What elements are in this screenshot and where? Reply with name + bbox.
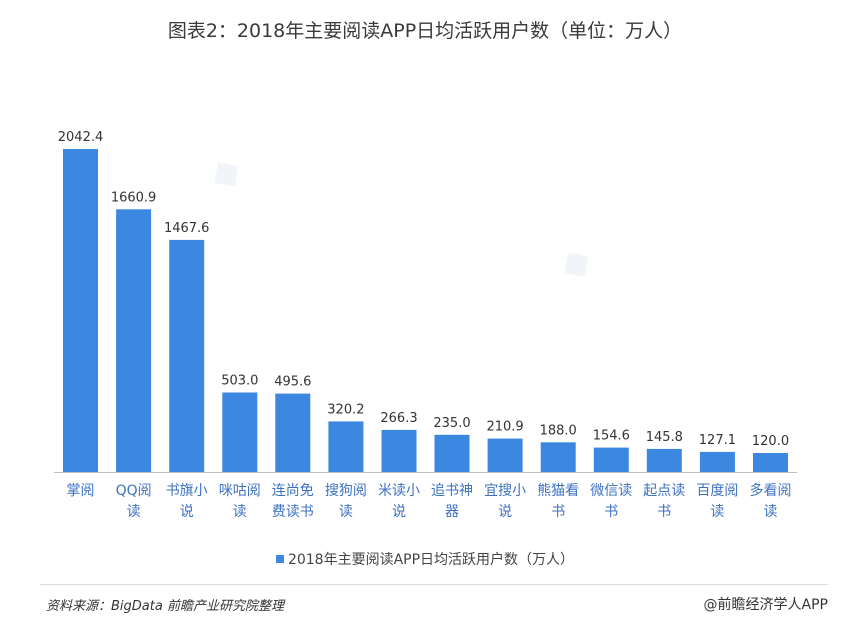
category-label: 连尚免	[272, 483, 314, 499]
category-label: 宜搜小	[484, 483, 526, 499]
category-label: 书	[551, 504, 565, 520]
category-label: 说	[498, 504, 512, 520]
data-label: 495.6	[274, 375, 311, 390]
bar-咪咕阅读	[222, 392, 258, 472]
data-label: 120.0	[752, 434, 789, 449]
footer-divider	[40, 584, 828, 585]
chart-title: 图表2：2018年主要阅读APP日均活跃用户数（单位：万人）	[167, 20, 683, 42]
bar-连尚免费读书	[275, 393, 311, 472]
legend-swatch	[275, 555, 284, 563]
bar-QQ阅读	[116, 209, 152, 473]
data-label: 320.2	[327, 402, 364, 417]
data-label: 503.0	[221, 374, 258, 389]
bar-书旗小说	[169, 239, 205, 472]
category-label: 说	[180, 504, 194, 520]
data-label: 235.0	[433, 416, 470, 431]
category-label: 多看阅	[750, 482, 792, 499]
category-label: 费读书	[272, 503, 314, 520]
category-label: QQ阅	[116, 483, 152, 499]
bar-追书神器	[434, 434, 470, 472]
data-label: 188.0	[540, 423, 577, 438]
legend-label: 2018年主要阅读APP日均活跃用户数（万人）	[287, 552, 575, 568]
category-label: 追书神	[431, 483, 473, 499]
data-label: 266.3	[380, 411, 417, 426]
category-label: 书旗小	[166, 483, 208, 499]
data-label: 145.8	[646, 430, 683, 445]
category-label: 搜狗阅	[325, 483, 367, 499]
bar-百度阅读	[699, 451, 735, 472]
category-label: 说	[392, 504, 406, 520]
bar-起点读书	[646, 448, 682, 472]
bar-米读小说	[381, 429, 417, 472]
category-label: 咪咕阅	[219, 483, 261, 499]
category-label: 读	[127, 503, 141, 520]
bar-宜搜小说	[487, 438, 523, 472]
bar-搜狗阅读	[328, 421, 364, 472]
category-label: 器	[445, 504, 459, 520]
category-label: 读	[339, 503, 353, 520]
brand-label: @前瞻经济学人APP	[703, 597, 828, 613]
data-label: 210.9	[486, 420, 523, 435]
bar-多看阅读	[753, 453, 788, 472]
category-label: 掌阅	[67, 483, 95, 499]
category-label: 熊猫看	[537, 483, 579, 499]
chart-legend: 2018年主要阅读APP日均活跃用户数（万人）	[0, 549, 850, 569]
data-label: 1660.9	[111, 190, 157, 205]
category-label: 书	[604, 504, 618, 520]
category-label: 微信读	[590, 482, 632, 499]
data-label: 154.6	[593, 429, 630, 444]
category-label: 读	[710, 503, 724, 520]
category-label: 书	[657, 504, 671, 520]
data-label: 127.1	[699, 433, 736, 448]
source-note: 资料来源：BigData 前瞻产业研究院整理	[46, 599, 284, 614]
bar-掌阅	[63, 149, 98, 472]
bar-微信读书	[593, 447, 629, 472]
category-label: 读	[233, 503, 247, 520]
data-label: 1467.6	[164, 221, 210, 236]
category-label: 百度阅	[696, 483, 738, 499]
category-label: 读	[764, 503, 778, 520]
category-label: 起点读	[643, 482, 685, 499]
bar-熊猫看书	[540, 442, 576, 472]
data-label: 2042.4	[58, 130, 104, 145]
category-label: 米读小	[378, 482, 420, 499]
